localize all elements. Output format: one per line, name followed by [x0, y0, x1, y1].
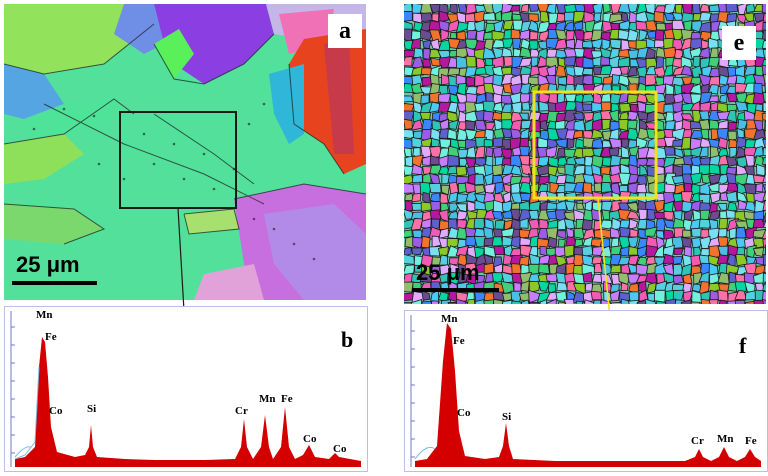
eds-spectrum-f: Mn Fe Co Si Cr Mn Fe f: [404, 310, 768, 472]
ebsd-map-fine: 25 μm e: [404, 4, 766, 304]
peak-label-b-fe: Fe: [45, 331, 57, 343]
peak-label-b-mn: Mn: [36, 309, 53, 321]
peak-label-f-mn: Mn: [441, 313, 458, 325]
selection-overlay-e: [412, 90, 658, 292]
panel-label-b: b: [341, 327, 354, 352]
spectrum-b-plot: [10, 311, 361, 467]
panel-label-a: a: [328, 14, 362, 48]
peak-label-f-cr: Cr: [691, 435, 704, 447]
peak-label-b-co3: Co: [333, 443, 347, 455]
panel-label-f: f: [739, 333, 747, 358]
eds-spectrum-b: Mn Fe Co Si Cr Mn Fe Co Co b: [4, 306, 368, 472]
ebsd-map-coarse: 25 μm a: [4, 4, 366, 300]
spectrum-f-fill: [415, 323, 761, 467]
peak-label-f-si: Si: [502, 411, 512, 423]
peak-label-f-fe2: Fe: [745, 435, 757, 447]
spectrum-f-plot: [410, 315, 761, 467]
peak-label-b-co2: Co: [303, 433, 317, 445]
peak-label-f-mn2: Mn: [717, 433, 734, 445]
scale-bar-label-e: 25 μm: [416, 260, 480, 285]
peak-label-b-cr: Cr: [235, 405, 248, 417]
panel-label-e: e: [722, 26, 756, 60]
peak-label-b-co: Co: [49, 405, 63, 417]
scale-bar-label-a: 25 μm: [16, 252, 80, 277]
ebsd-map-coarse-image: [4, 4, 366, 300]
selection-box-e: [532, 90, 658, 200]
peak-label-b-si: Si: [87, 403, 97, 415]
peak-label-b-fe2: Fe: [281, 393, 293, 405]
peak-label-f-fe: Fe: [453, 335, 465, 347]
peak-label-b-mn2: Mn: [259, 393, 276, 405]
peak-label-f-co: Co: [457, 407, 471, 419]
spectrum-b-fill: [15, 337, 361, 467]
